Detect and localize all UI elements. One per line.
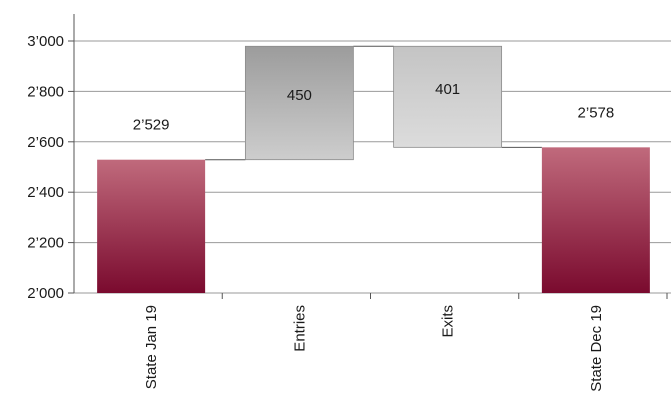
y-tick-label: 2’600 xyxy=(27,134,64,151)
x-tick-label: Exits xyxy=(440,305,457,338)
x-tick-label: State Jan 19 xyxy=(143,305,160,389)
y-tick-label: 2’400 xyxy=(27,184,64,201)
x-tick-label: Entries xyxy=(291,305,308,352)
bar-entries xyxy=(244,45,354,161)
data-label: 401 xyxy=(435,81,460,98)
connector-lines xyxy=(205,45,542,161)
y-tick-label: 2’800 xyxy=(27,83,64,100)
y-tick-label: 3’000 xyxy=(27,33,64,50)
axes xyxy=(68,14,668,299)
data-labels: 2’529 450 401 2’578 xyxy=(133,81,614,134)
bar-state-jan-19 xyxy=(97,159,206,293)
y-tick-labels: 2’000 2’200 2’400 2’600 2’800 3’000 xyxy=(27,33,64,302)
x-tick-label: State Dec 19 xyxy=(588,305,605,392)
y-tick-label: 2’200 xyxy=(27,235,64,252)
data-label: 450 xyxy=(287,87,312,104)
x-tick-labels: State Jan 19 Entries Exits State Dec 19 xyxy=(143,305,605,392)
data-label: 2’578 xyxy=(578,104,615,121)
bars xyxy=(97,45,650,293)
data-label: 2’529 xyxy=(133,117,170,134)
bar-exits xyxy=(393,45,503,148)
y-tick-label: 2’000 xyxy=(27,285,64,302)
bar-state-dec-19 xyxy=(541,147,650,293)
